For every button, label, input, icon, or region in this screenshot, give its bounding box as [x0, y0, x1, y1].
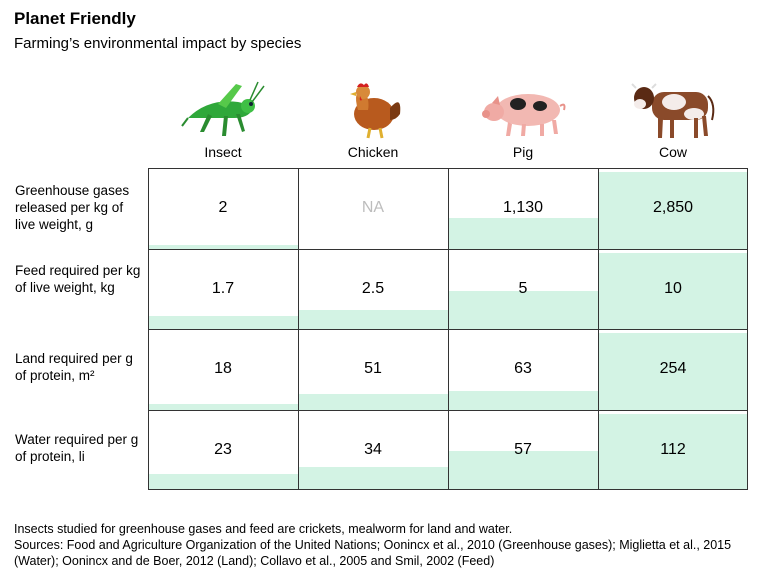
- cell-value: 10: [664, 279, 682, 297]
- table-cell: 23: [148, 410, 298, 490]
- grasshopper-icon: [181, 81, 265, 136]
- table-cell: 1.7: [148, 249, 298, 329]
- value-fill-bar: [298, 309, 448, 329]
- table-cell: NA: [298, 168, 448, 249]
- table-cell: 254: [598, 329, 748, 410]
- chart-title: Planet Friendly: [14, 9, 136, 28]
- cell-value: 34: [364, 440, 382, 458]
- value-fill-bar: [298, 466, 448, 490]
- table-cell: 18: [148, 329, 298, 410]
- value-fill-bar: [148, 474, 298, 490]
- row-label-feed: Feed required per kg of live weight, kg: [15, 263, 141, 295]
- value-fill-bar: [598, 413, 748, 490]
- chicken-icon: [350, 83, 401, 139]
- chart-subtitle: Farming’s environmental impact by specie…: [14, 35, 302, 52]
- table-cell: 63: [448, 329, 598, 410]
- table-cell: 2.5: [298, 249, 448, 329]
- value-fill-bar: [298, 394, 448, 410]
- table-cell: 5: [448, 249, 598, 329]
- table-cell: 1,130: [448, 168, 598, 249]
- grid-line-horizontal: [148, 248, 748, 250]
- cell-value: 1.7: [211, 279, 235, 297]
- value-fill-bar: [148, 316, 298, 329]
- table-cell: 112: [598, 410, 748, 490]
- grid-line-horizontal: [148, 409, 748, 411]
- row-label-water: Water required per g of protein, li: [15, 432, 139, 464]
- value-fill-bar: [148, 404, 298, 410]
- impact-table: 2 NA 1,130 2,850 1.7 2.5 5 10 18 51 63 254 23 34 57 112: [148, 168, 749, 490]
- table-cell: 57: [448, 410, 598, 490]
- cell-value: 18: [214, 360, 232, 378]
- table-cell: 2,850: [598, 168, 748, 249]
- cell-value: 2.5: [361, 279, 385, 297]
- cell-value: 5: [518, 279, 528, 297]
- value-fill-bar: [598, 333, 748, 410]
- table-cell: 34: [298, 410, 448, 490]
- value-fill-bar: [448, 290, 598, 329]
- cell-value: 2,850: [652, 199, 694, 217]
- grid-line-horizontal: [148, 489, 748, 490]
- cell-value: 23: [214, 440, 232, 458]
- cell-value: 112: [660, 440, 686, 458]
- value-fill-bar: [448, 390, 598, 410]
- row-label-land: Land required per g of protein, m²: [15, 351, 133, 383]
- value-fill-bar: [598, 172, 748, 249]
- row-label-greenhouse-gases: Greenhouse gases released per kg of live…: [15, 183, 130, 232]
- cell-value: NA: [361, 199, 385, 217]
- sources-note: Sources: Food and Agriculture Organizati…: [14, 538, 732, 568]
- cell-value: 51: [364, 360, 382, 378]
- cell-value: 254: [659, 360, 687, 378]
- cow-icon: [631, 83, 715, 138]
- column-header-chicken: Chicken: [347, 144, 399, 160]
- value-fill-bar: [148, 244, 298, 249]
- table-cell: 10: [598, 249, 748, 329]
- value-fill-bar: [448, 218, 598, 249]
- column-header-insect: Insect: [204, 144, 242, 160]
- cell-value: 57: [514, 440, 532, 458]
- table-cell: 2: [148, 168, 298, 249]
- column-header-pig: Pig: [512, 144, 534, 160]
- footer-notes: Insects studied for greenhouse gases and…: [14, 521, 759, 569]
- footnote: Insects studied for greenhouse gases and…: [14, 522, 513, 536]
- table-cell: 51: [298, 329, 448, 410]
- column-header-cow: Cow: [658, 144, 687, 160]
- grid-line-horizontal: [148, 329, 748, 330]
- cell-value: 63: [514, 360, 532, 378]
- value-fill-bar: [448, 451, 598, 490]
- cell-value: 2: [218, 199, 228, 217]
- cell-value: 1,130: [502, 199, 544, 217]
- value-fill-bar: [598, 252, 748, 329]
- pig-icon: [482, 94, 566, 136]
- grid-line-horizontal: [148, 168, 748, 169]
